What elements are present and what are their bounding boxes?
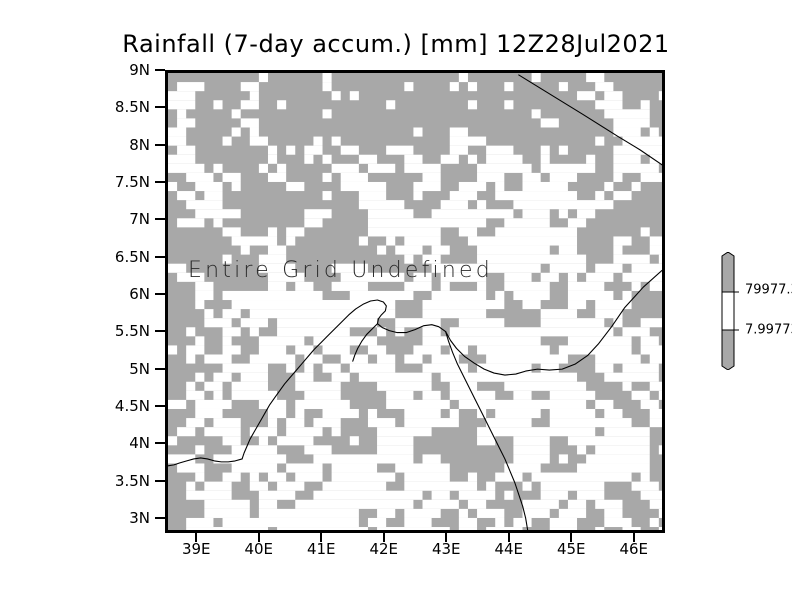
y-axis-tick-label: 6.5N	[114, 247, 150, 266]
page-title: Rainfall (7-day accum.) [mm] 12Z28Jul202…	[122, 30, 670, 58]
y-axis-tick-mark	[155, 218, 165, 221]
y-axis-tick-label: 7.5N	[114, 173, 150, 192]
y-axis-tick-mark	[155, 367, 165, 370]
x-axis-tick-mark	[320, 533, 323, 542]
y-axis-tick-mark	[155, 517, 165, 520]
colorbar-tick-lower: 7.99773	[745, 322, 792, 338]
y-axis-tick-label: 5.5N	[114, 322, 150, 341]
x-axis-tick-label: 43E	[431, 540, 461, 558]
rainfall-raster-field	[168, 73, 662, 530]
y-axis-tick-label: 7N	[129, 210, 150, 229]
y-axis-tick-label: 4N	[129, 434, 150, 453]
y-axis-tick-mark	[155, 330, 165, 333]
y-axis-tick-mark	[155, 293, 165, 296]
colorbar[interactable]: 79977.3 7.99773	[705, 252, 792, 370]
y-axis-tick-label: 5N	[129, 359, 150, 378]
y-axis-tick-label: 6N	[129, 285, 150, 304]
x-axis-tick-label: 39E	[181, 540, 211, 558]
y-axis: 9N 8.5N 8N 7.5N 7N 6.5N 6N 5.5N 5N 4.5N 4N 3.5N 3N	[70, 0, 150, 612]
y-axis-tick-label: 4.5N	[114, 397, 150, 416]
colorbar-tick-upper: 79977.3	[745, 282, 792, 298]
x-axis-tick-label: 42E	[369, 540, 399, 558]
map-plot-area[interactable]: Entire Grid Undefined	[165, 70, 665, 533]
x-axis-tick-label: 44E	[494, 540, 524, 558]
x-axis-tick-label: 45E	[556, 540, 586, 558]
x-axis-tick-label: 40E	[244, 540, 274, 558]
y-axis-tick-mark	[155, 181, 165, 184]
x-axis-tick-mark	[195, 533, 198, 542]
y-axis-tick-mark	[155, 255, 165, 258]
y-axis-tick-label: 8N	[129, 135, 150, 154]
colorbar-swatches	[721, 252, 739, 370]
x-axis-tick-label: 46E	[619, 540, 649, 558]
x-axis-tick-mark	[632, 533, 635, 542]
y-axis-tick-label: 3N	[129, 509, 150, 528]
y-axis-tick-label: 8.5N	[114, 98, 150, 117]
y-axis-tick-mark	[155, 143, 165, 146]
x-axis-tick-mark	[507, 533, 510, 542]
y-axis-tick-label: 9N	[129, 61, 150, 79]
y-axis-tick-mark	[155, 405, 165, 408]
y-axis-tick-mark	[155, 69, 165, 71]
x-axis-tick-mark	[257, 533, 260, 542]
x-axis-tick-mark	[445, 533, 448, 542]
x-axis-tick-mark	[570, 533, 573, 542]
y-axis-tick-mark	[155, 106, 165, 109]
x-axis-tick-label: 41E	[306, 540, 336, 558]
y-axis-tick-mark	[155, 479, 165, 482]
x-axis-tick-mark	[382, 533, 385, 542]
y-axis-tick-label: 3.5N	[114, 471, 150, 490]
y-axis-tick-mark	[155, 442, 165, 445]
